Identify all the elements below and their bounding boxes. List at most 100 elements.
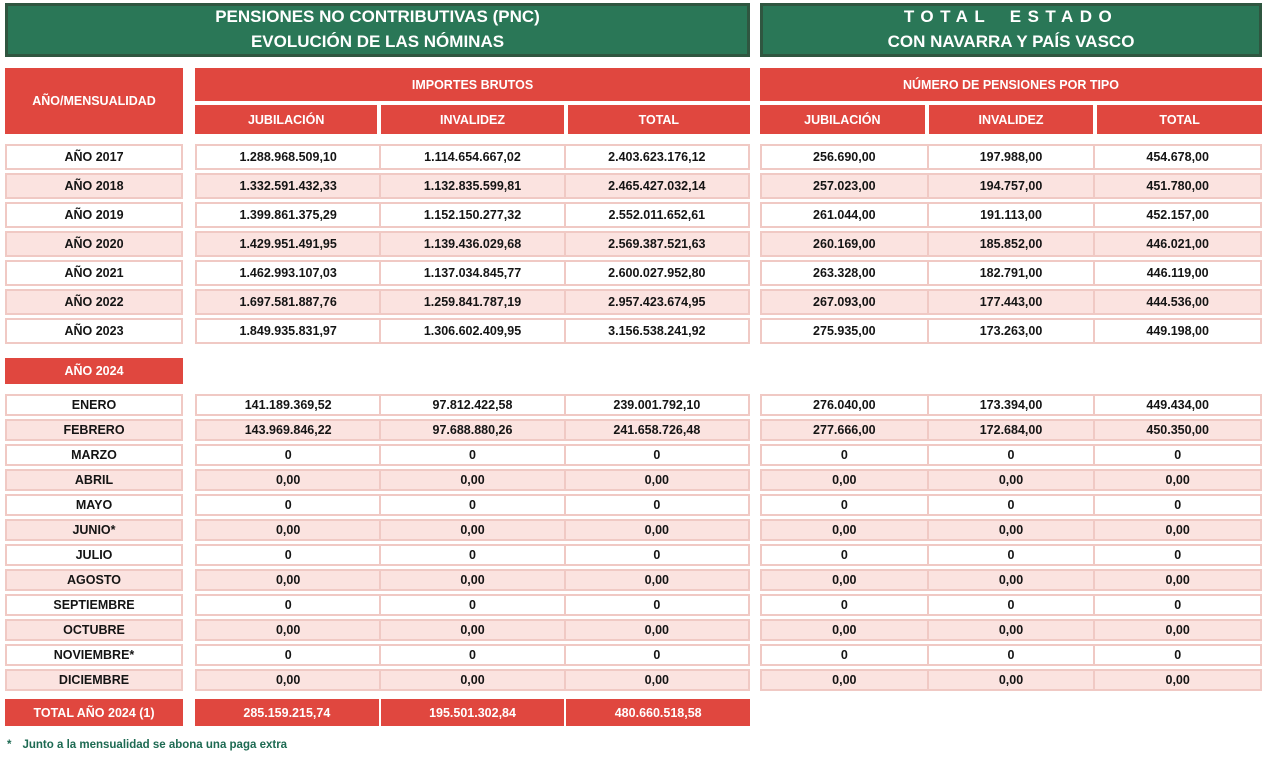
pensiones-total-value: 0: [1093, 496, 1260, 514]
importes-total-value: 0,00: [563, 571, 748, 589]
importes-invalidez-value: 0: [379, 446, 563, 464]
importes-invalidez-value: 0,00: [379, 571, 563, 589]
importes-jubilacion-value: 0: [284, 498, 292, 512]
importes-total-value: 0: [563, 596, 748, 614]
row-label: AÑO 2020: [5, 231, 183, 257]
importes-jubilacion-value: 0: [284, 648, 292, 662]
spacer: [750, 260, 760, 286]
importes-brutos-cells: 1.429.951.491,95 1.139.436.029,68 2.569.38…: [195, 231, 750, 257]
importes-total-value: 2.600.027.952,80: [563, 262, 748, 284]
pensiones-total-value: 0: [1093, 546, 1260, 564]
importes-brutos-header-group: IMPORTES BRUTOS JUBILACIÓN INVALIDEZ TOT…: [195, 68, 750, 134]
spacer: [750, 202, 760, 228]
pensiones-jubilacion-value: 277.666,00: [813, 423, 876, 437]
pensiones-total-value: 446.021,00: [1093, 233, 1260, 255]
spacer: [750, 231, 760, 257]
month-rows-section: ENERO 141.189.369,52 97.812.422,58 239.001.…: [0, 394, 1272, 691]
row-label: AÑO 2019: [5, 202, 183, 228]
importes-jubilacion-value: 0: [284, 448, 292, 462]
importes-jubilacion-value: 0: [284, 548, 292, 562]
numero-pensiones-cells: 267.093,00 177.443,00 444.536,00: [760, 289, 1262, 315]
importes-invalidez-value: 0,00: [379, 471, 563, 489]
importes-brutos-cells: 141.189.369,52 97.812.422,58 239.001.792,1…: [195, 394, 750, 416]
banner-pnc: PENSIONES NO CONTRIBUTIVAS (PNC) EVOLUCI…: [5, 3, 750, 57]
column-header-invalidez: INVALIDEZ: [381, 105, 564, 134]
pensiones-invalidez-value: 0,00: [926, 621, 1094, 639]
table-row: FEBRERO 143.969.846,22 97.688.880,26 241.65…: [5, 419, 1272, 441]
row-label: AÑO 2017: [5, 144, 183, 170]
row-label: JULIO: [5, 544, 183, 566]
row-label: MAYO: [5, 494, 183, 516]
numero-pensiones-cells: 263.328,00 182.791,00 446.119,00: [760, 260, 1262, 286]
importes-invalidez-value: 0: [379, 596, 563, 614]
importes-jubilacion-value: 1.697.581.887,76: [239, 295, 337, 309]
importes-total-value: 0,00: [563, 521, 748, 539]
pensiones-jubilacion-value: 0,00: [832, 473, 857, 487]
importes-jubilacion-value: 1.429.951.491,95: [239, 237, 337, 251]
row-label: ENERO: [5, 394, 183, 416]
spacer: [183, 202, 195, 228]
importes-jubilacion-value: 0: [284, 598, 292, 612]
pensiones-total-value: 449.434,00: [1093, 396, 1260, 414]
importes-brutos-cells: 0,00 0,00 0,00: [195, 519, 750, 541]
numero-pensiones-cells: 257.023,00 194.757,00 451.780,00: [760, 173, 1262, 199]
importes-total-value: 0,00: [563, 671, 748, 689]
table-row: JUNIO* 0,00 0,00 0,00 0,00 0,00 0,00: [5, 519, 1272, 541]
importes-invalidez-value: 1.114.654.667,02: [379, 146, 563, 168]
pensiones-invalidez-value: 191.113,00: [926, 204, 1094, 226]
total-importes-jubilacion: 285.159.215,74: [243, 705, 331, 720]
importes-brutos-cells: 1.462.993.107,03 1.137.034.845,77 2.600.02…: [195, 260, 750, 286]
importes-total-value: 2.569.387.521,63: [563, 233, 748, 255]
spacer: [750, 419, 760, 441]
importes-jubilacion-value: 1.399.861.375,29: [239, 208, 337, 222]
row-label: ABRIL: [5, 469, 183, 491]
table-row: ABRIL 0,00 0,00 0,00 0,00 0,00 0,00: [5, 469, 1272, 491]
pensiones-invalidez-value: 173.263,00: [926, 320, 1094, 342]
banner-total-estado: TOTAL ESTADO CON NAVARRA Y PAÍS VASCO: [760, 3, 1262, 57]
importes-total-value: 239.001.792,10: [563, 396, 748, 414]
pensiones-jubilacion-value: 260.169,00: [813, 237, 876, 251]
spacer: [750, 519, 760, 541]
importes-jubilacion-value: 1.849.935.831,97: [239, 324, 337, 338]
importes-total-value: 0: [563, 446, 748, 464]
spacer: [183, 699, 195, 726]
pensiones-total-value: 0,00: [1093, 571, 1260, 589]
table-row: AÑO 2020 1.429.951.491,95 1.139.436.029,68…: [5, 231, 1272, 257]
importes-brutos-cells: 1.697.581.887,76 1.259.841.787,19 2.957.42…: [195, 289, 750, 315]
spacer: [183, 644, 195, 666]
pensiones-jubilacion-value: 261.044,00: [813, 208, 876, 222]
section-2024-banner: AÑO 2024: [5, 358, 183, 384]
row-label: DICIEMBRE: [5, 669, 183, 691]
spacer: [183, 519, 195, 541]
spacer: [183, 419, 195, 441]
year-rows-section: AÑO 2017 1.288.968.509,10 1.114.654.667,02…: [0, 144, 1272, 344]
pensiones-invalidez-value: 0: [926, 496, 1094, 514]
pensiones-invalidez-value: 0: [926, 446, 1094, 464]
spacer: [183, 394, 195, 416]
importes-jubilacion-value: 0,00: [275, 573, 301, 587]
pensiones-invalidez-value: 0: [926, 646, 1094, 664]
column-header-invalidez: INVALIDEZ: [928, 105, 1094, 134]
importes-invalidez-value: 0,00: [379, 621, 563, 639]
row-label: AÑO 2021: [5, 260, 183, 286]
spacer: [183, 173, 195, 199]
pensiones-jubilacion-value: 0: [840, 548, 848, 562]
table-row: MAYO 0 0 0 0 0 0: [5, 494, 1272, 516]
spacer: [750, 469, 760, 491]
importes-total-value: 0,00: [563, 471, 748, 489]
row-label: AÑO 2018: [5, 173, 183, 199]
column-header-year-month: AÑO/MENSUALIDAD: [5, 68, 183, 134]
importes-brutos-cells: 0,00 0,00 0,00: [195, 669, 750, 691]
pensiones-invalidez-value: 173.394,00: [926, 396, 1094, 414]
pensiones-jubilacion-value: 0: [840, 448, 848, 462]
pensiones-invalidez-value: 172.684,00: [926, 421, 1094, 439]
column-header-jubilacion: JUBILACIÓN: [760, 105, 925, 134]
importes-invalidez-value: 0: [379, 646, 563, 664]
pensiones-total-value: 0,00: [1093, 621, 1260, 639]
pensiones-total-value: 0,00: [1093, 671, 1260, 689]
spacer: [183, 260, 195, 286]
total-importes-invalidez: 195.501.302,84: [378, 699, 565, 726]
